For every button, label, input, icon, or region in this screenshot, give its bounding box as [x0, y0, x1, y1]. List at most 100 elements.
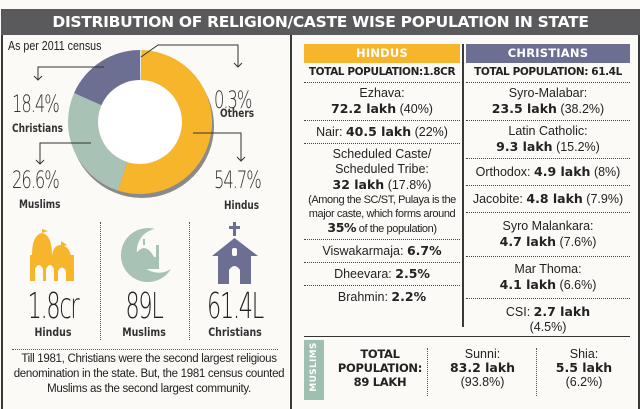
- leader-line-others: [140, 44, 239, 67]
- row-value: 2.5%: [395, 266, 430, 281]
- row-value: 2.2%: [391, 289, 427, 304]
- row-value: 4.8 lakh: [526, 191, 583, 206]
- leader-arrow-hindus: [236, 156, 246, 162]
- hindus-total: TOTAL POPULATION:1.8CR: [304, 63, 460, 83]
- muslims-pct: 26.6%: [12, 166, 60, 194]
- row-name: Syro-Malabar:: [508, 86, 588, 100]
- census-note: As per 2011 census: [8, 38, 102, 53]
- leader-line-hindus: [193, 132, 242, 161]
- donut-slice-christians: [74, 50, 140, 106]
- leader-arrow-muslims: [35, 159, 45, 165]
- christian-row-syro-malankara: Syro Malankara: 4.7 lakh (7.6%): [466, 213, 630, 257]
- row-name: Mar Thoma:: [514, 262, 582, 276]
- hindu-row-viswakarmaja: Viswakarmaja: 6.7%: [304, 240, 460, 263]
- donut-slice-hindus: [117, 50, 212, 195]
- scst-note: (Among the SC/ST, Pulaya is the major ca…: [308, 194, 456, 220]
- muslims-total: TOTAL POPULATION: 89 LAKH: [330, 347, 430, 389]
- others-pct-label: Others: [220, 106, 255, 120]
- hindus-pct: 54.7%: [214, 166, 262, 194]
- row-value: 5.5 lakh: [555, 360, 613, 375]
- christians-pct-label: Christians: [12, 121, 63, 135]
- muslims-separator: [427, 348, 428, 396]
- leader-line-muslims: [39, 142, 91, 164]
- muslims-tag-label: MUSLIMS: [309, 342, 319, 392]
- muslims-separator: [536, 348, 537, 396]
- leader-line-christians: [37, 66, 104, 80]
- muslims-total-label: Muslims: [122, 325, 166, 339]
- christians-total-value: 61.4L: [207, 286, 264, 327]
- row-name: Viswakarmaja:: [322, 244, 404, 258]
- donut-slice-muslims: [68, 92, 128, 191]
- muslims-pct-label: Muslims: [19, 197, 61, 211]
- hindus-total-value: 1.8cr: [27, 286, 80, 327]
- muslim-row-shia: Shia: 5.5 lakh (6.2%): [538, 347, 630, 389]
- row-share: (17.8%): [387, 178, 432, 192]
- row-value: 72.2 lakh: [331, 101, 397, 116]
- hindus-column: HINDUS TOTAL POPULATION:1.8CR Ezhava: 72…: [304, 44, 460, 308]
- christian-row-csi: CSI: 2.7 lakh (4.5%): [466, 299, 630, 340]
- row-share: (4.5%): [529, 320, 567, 334]
- icon-separator: [189, 222, 190, 340]
- christian-row-syro-malabar: Syro-Malabar: 23.5 lakh (38.2%): [466, 83, 630, 121]
- christians-column: CHRISTIANS TOTAL POPULATION: 61.4L Syro-…: [466, 44, 630, 340]
- row-value: 83.2 lakh: [449, 360, 516, 375]
- muslims-total-value: 89L: [125, 286, 163, 327]
- hindus-header: HINDUS: [304, 44, 460, 63]
- row-value: 2.7 lakh: [533, 304, 591, 319]
- hindu-row-scst: Scheduled Caste/ Scheduled Tribe: 32 lak…: [304, 144, 460, 240]
- muslim-row-sunni: Sunni: 83.2 lakh (93.8%): [430, 347, 535, 389]
- row-name: Orthodox:: [475, 165, 531, 179]
- muslims-tag: MUSLIMS: [304, 340, 324, 400]
- row-name: CSI:: [505, 305, 531, 319]
- infographic-title: DISTRIBUTION OF RELIGION/CASTE WISE POPU…: [1, 9, 640, 35]
- christian-row-orthodox: Orthodox: 4.9 lakh (8%): [466, 159, 630, 186]
- row-share: (6.6%): [559, 278, 597, 292]
- section-divider: [290, 35, 292, 409]
- row-share: (38.2%): [560, 102, 605, 116]
- row-share: (15.2%): [556, 140, 600, 154]
- mosque-crescent-icon: [120, 228, 171, 283]
- christians-total-label: Christians: [208, 325, 262, 339]
- hindu-row-ezhava: Ezhava: 72.2 lakh (40%): [304, 83, 460, 121]
- row-name: Latin Catholic:: [508, 124, 588, 138]
- muslims-total-line: 89 LAKH: [353, 375, 407, 389]
- row-share: (7.6%): [559, 235, 597, 249]
- hindus-total-label: Hindus: [34, 325, 72, 339]
- row-value: 9.3 lakh: [496, 139, 553, 154]
- row-share: (8%): [593, 165, 621, 179]
- row-name: Ezhava:: [359, 86, 405, 100]
- row-name: Brahmin:: [337, 290, 388, 304]
- row-name: Scheduled Caste/ Scheduled Tribe:: [332, 147, 432, 176]
- row-name: Dheevara:: [334, 267, 392, 281]
- others-pct: 0.3%: [214, 86, 252, 114]
- footnote: Till 1981, Christians were the second la…: [13, 353, 285, 395]
- scst-note-end: of the population): [358, 223, 437, 235]
- muslims-rule: [304, 336, 630, 337]
- christian-row-latin-catholic: Latin Catholic: 9.3 lakh (15.2%): [466, 121, 630, 159]
- donut-slice-others: [140, 50, 142, 81]
- row-value: 40.5 lakh: [345, 124, 412, 139]
- church-icon: [212, 222, 258, 284]
- row-name: Nair:: [316, 125, 343, 139]
- christian-row-mar-thoma: Mar Thoma: 4.1 lakh (6.6%): [466, 257, 630, 299]
- christian-row-jacobite: Jacobite: 4.8 lakh (7.9%): [466, 186, 630, 213]
- hindu-row-nair: Nair: 40.5 lakh (22%): [304, 121, 460, 144]
- row-name: Jacobite:: [472, 192, 523, 206]
- donut-hole: [98, 80, 182, 164]
- column-separator: [462, 44, 464, 327]
- frame: [1, 35, 640, 409]
- row-value: 4.1 lakh: [499, 277, 557, 292]
- leader-arrow-christians: [33, 75, 43, 81]
- row-share: (6.2%): [565, 375, 603, 389]
- row-name: Sunni:: [464, 347, 501, 361]
- row-value: 6.7%: [406, 243, 442, 258]
- row-value: 23.5 lakh: [491, 101, 557, 116]
- row-name: Shia:: [569, 347, 599, 361]
- leader-arrow-others: [233, 62, 243, 68]
- scst-note-pct: 35%: [327, 220, 357, 235]
- footnote-divider: [12, 349, 278, 350]
- temple-icon: [30, 227, 74, 281]
- row-share: (22%): [414, 125, 448, 139]
- row-value: 4.7 lakh: [499, 234, 557, 249]
- row-name: Syro Malankara:: [502, 219, 594, 233]
